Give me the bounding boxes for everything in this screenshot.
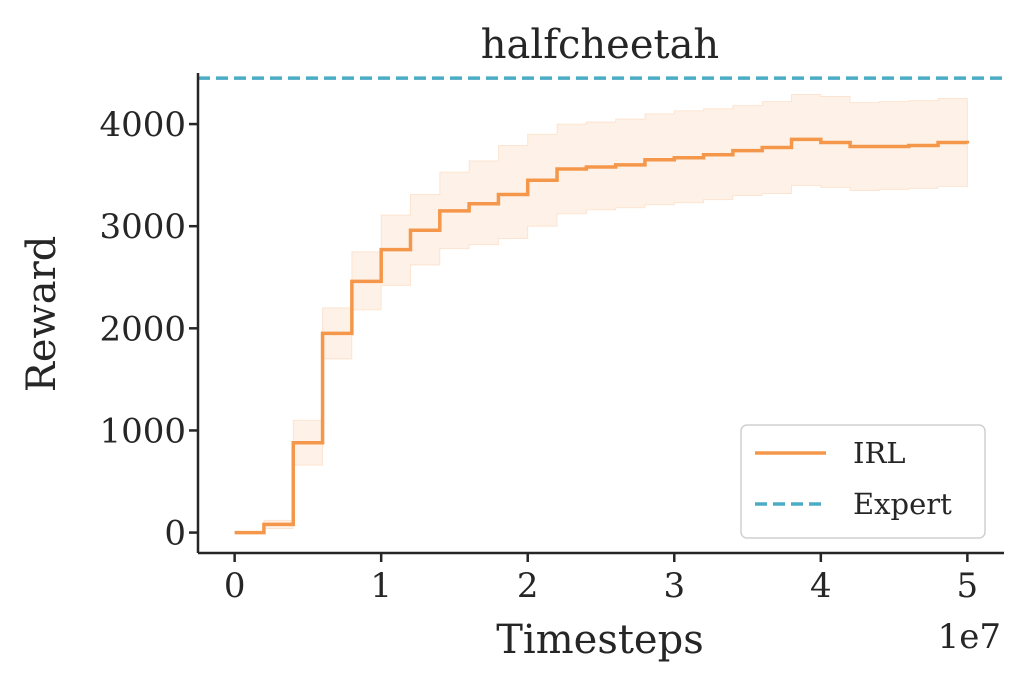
y-tick-label: 1000 <box>99 411 186 451</box>
irl-line <box>234 137 970 535</box>
chart-title: halfcheetah <box>481 22 719 68</box>
y-tick-label: 0 <box>164 514 186 554</box>
y-tick-label: 2000 <box>99 309 186 349</box>
x-tick-label: 2 <box>517 566 539 606</box>
irl-confidence-band <box>234 93 968 534</box>
x-axis-offset-text: 1e7 <box>938 617 1001 657</box>
y-tick-label: 4000 <box>99 105 186 145</box>
legend-expert-label: Expert <box>853 487 952 521</box>
y-axis-label: Reward <box>19 236 65 393</box>
x-axis-label: Timesteps <box>496 617 703 663</box>
y-tick-label: 3000 <box>99 207 186 247</box>
x-tick-label: 4 <box>810 566 832 606</box>
x-tick-label: 0 <box>224 566 246 606</box>
x-tick-label: 3 <box>663 566 685 606</box>
x-tick-label: 1 <box>370 566 392 606</box>
x-tick-label: 5 <box>957 566 979 606</box>
legend-irl-label: IRL <box>853 436 906 470</box>
legend: IRL Expert <box>740 424 986 539</box>
